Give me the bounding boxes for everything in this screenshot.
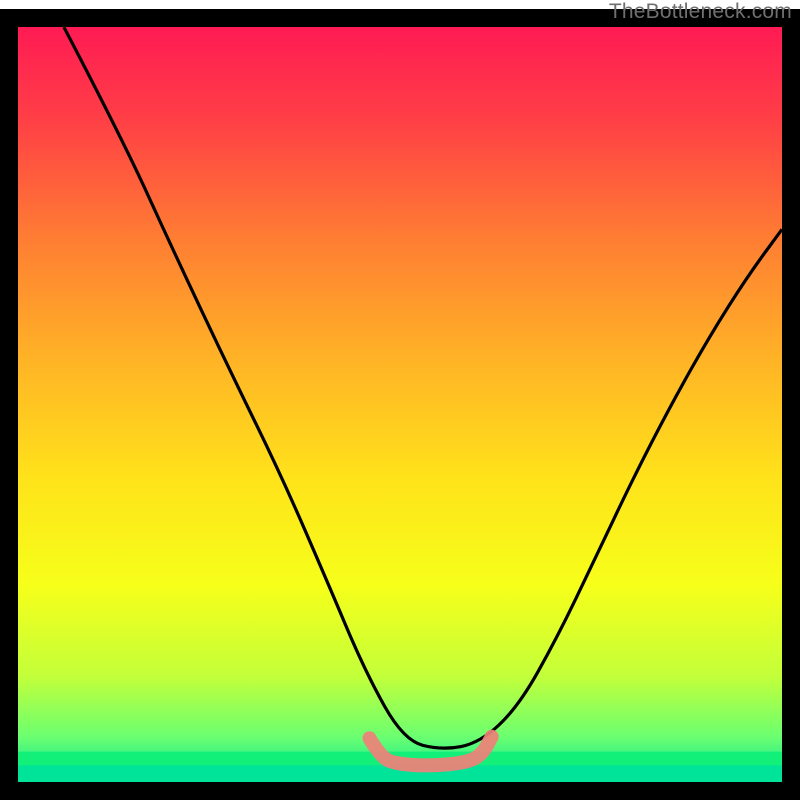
chart-svg xyxy=(0,0,800,800)
plot-background-gradient xyxy=(18,27,782,782)
bottleneck-chart-stage: TheBottleneck.com xyxy=(0,0,800,800)
